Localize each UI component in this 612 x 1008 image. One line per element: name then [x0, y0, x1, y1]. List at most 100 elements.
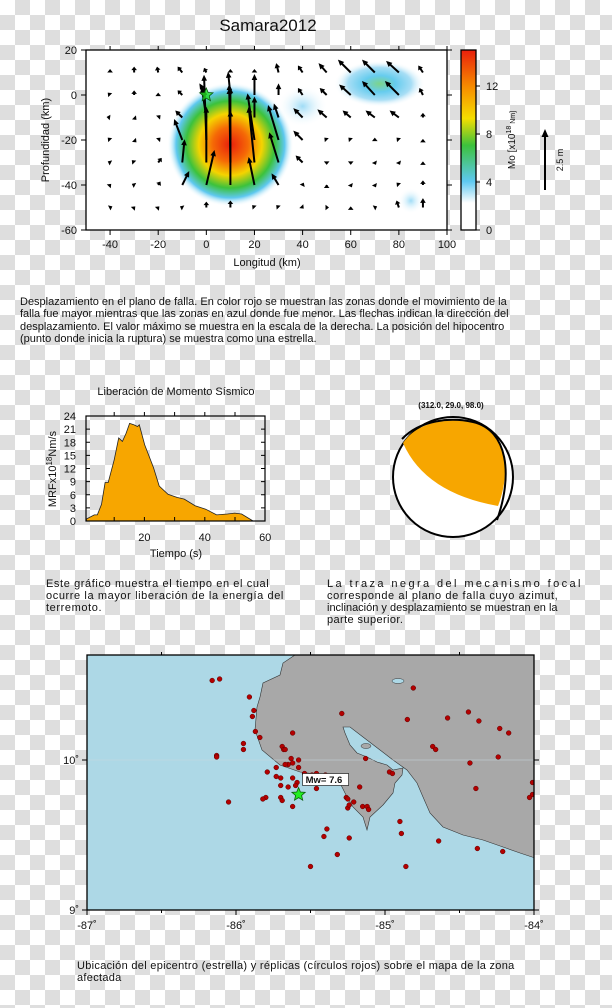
slip-vectors	[106, 59, 426, 211]
x-tick-label: -20	[150, 239, 166, 251]
aftershock-dot	[278, 775, 284, 781]
caption-line: Ubicación del epicentro (estrella) y rép…	[77, 960, 515, 972]
slip-arrow	[323, 184, 330, 189]
arrow-shaft	[174, 122, 184, 141]
arrow-head	[395, 200, 401, 205]
arrow-head	[107, 137, 113, 143]
slip-arrow	[420, 112, 426, 118]
y-tick-label: 18	[64, 437, 76, 449]
slip-arrow	[205, 150, 216, 186]
slip-arrow	[132, 137, 137, 143]
aftershock-dot	[339, 710, 345, 717]
arrow-head	[154, 206, 160, 211]
aftershock-dot	[295, 764, 302, 771]
arrow-head	[131, 160, 137, 165]
arrow-head	[227, 110, 234, 117]
aftershock-dot	[307, 863, 314, 870]
aftershock-dot	[351, 799, 357, 805]
caption-line: (punto donde inicia la ruptura) se muest…	[20, 333, 317, 346]
aftershock-dot	[288, 755, 294, 762]
slip-arrow	[347, 161, 354, 165]
slip-arrow	[154, 66, 161, 73]
slip-arrow	[319, 88, 328, 96]
slip-arrow	[177, 90, 183, 96]
slip-arrow	[227, 110, 234, 185]
slip-arrow	[246, 106, 256, 163]
y-tick-label: -60	[61, 225, 77, 237]
caption-line: parte superior.	[327, 614, 404, 626]
arrow-head	[420, 112, 426, 117]
aftershock-dot	[476, 718, 482, 724]
aftershock-dot	[252, 728, 259, 735]
arrow-head	[337, 59, 345, 66]
arrow-head	[184, 171, 190, 178]
aftershock-dot	[213, 752, 220, 759]
arrow-head	[418, 88, 424, 93]
aftershock-dot	[467, 760, 473, 766]
aftershock-dot	[465, 709, 472, 715]
arrow-head	[155, 92, 161, 97]
slip-arrow	[271, 173, 280, 186]
slip-arrow	[275, 83, 282, 95]
arrow-head	[396, 137, 401, 143]
arrow-head	[361, 81, 369, 88]
arrow-head	[323, 161, 330, 165]
slip-arrow	[107, 137, 113, 143]
caption-line: ocurre la mayor liberación de la energía…	[46, 590, 284, 602]
slip-arrow	[420, 180, 426, 185]
y-tick-label: 20	[65, 45, 77, 57]
aftershock-dot	[313, 785, 320, 792]
slip-arrow	[418, 65, 424, 74]
arrow-head	[299, 204, 304, 209]
aftershock-dot	[324, 826, 330, 832]
slip-arrow	[348, 137, 353, 143]
arrow-shaft	[205, 153, 215, 186]
slip-arrow	[317, 109, 328, 119]
slip-arrow	[293, 130, 304, 141]
aftershock-dot	[279, 743, 285, 750]
aftershock-dot	[526, 794, 533, 801]
slip-patch	[398, 187, 424, 214]
y-tick-label: 10˚	[63, 755, 79, 767]
aftershock-dot	[282, 761, 288, 768]
slip-arrow	[347, 206, 354, 210]
moment-rate-area	[85, 422, 253, 522]
arrow-shaft	[181, 142, 186, 163]
slip-arrow	[131, 90, 137, 95]
arrow-head	[157, 157, 162, 163]
slip-arrow	[389, 110, 400, 119]
slip-arrow	[154, 206, 160, 211]
aftershock-dot	[430, 743, 436, 750]
x-tick-label: 40	[296, 239, 308, 251]
slip-distribution-figure: Samara2012 -40 -20 0 20 40 60 80 100200-20-40-6…	[40, 16, 565, 269]
slip-arrow	[273, 103, 280, 118]
aftershock-dot	[285, 784, 291, 790]
arrow-head	[203, 106, 210, 113]
slip-arrow	[325, 204, 329, 211]
arrow-head	[245, 93, 252, 100]
aftershock-dot	[386, 769, 393, 775]
aftershock-dot	[240, 746, 247, 753]
map-axes: -87˚ -86˚ -85˚ -84˚ 9˚ 10˚	[63, 652, 544, 932]
arrow-head	[156, 115, 161, 120]
arrow-head	[108, 205, 113, 211]
aftershock-dot	[529, 779, 534, 786]
aftershock-dot	[410, 685, 416, 691]
aftershock-dot	[330, 773, 336, 780]
arrow-head	[199, 83, 205, 90]
colorbar-ticks: 0 4 8 12	[476, 81, 498, 237]
arrow-shaft	[386, 82, 400, 96]
colorbar-tick-label: 12	[486, 81, 498, 93]
y-tick-label: 0	[71, 90, 77, 102]
colorbar	[460, 49, 477, 231]
colorbar-tick-label: 0	[486, 225, 492, 237]
slip-arrow	[268, 132, 280, 163]
arrow-shaft	[248, 110, 256, 163]
arrow-head	[226, 84, 233, 91]
arrow-head	[317, 109, 324, 116]
slip-arrow	[177, 66, 184, 74]
arrow-head	[293, 130, 300, 137]
slip-arrow	[395, 160, 401, 165]
arrow-head	[274, 63, 281, 69]
slip-arrow	[203, 201, 210, 208]
